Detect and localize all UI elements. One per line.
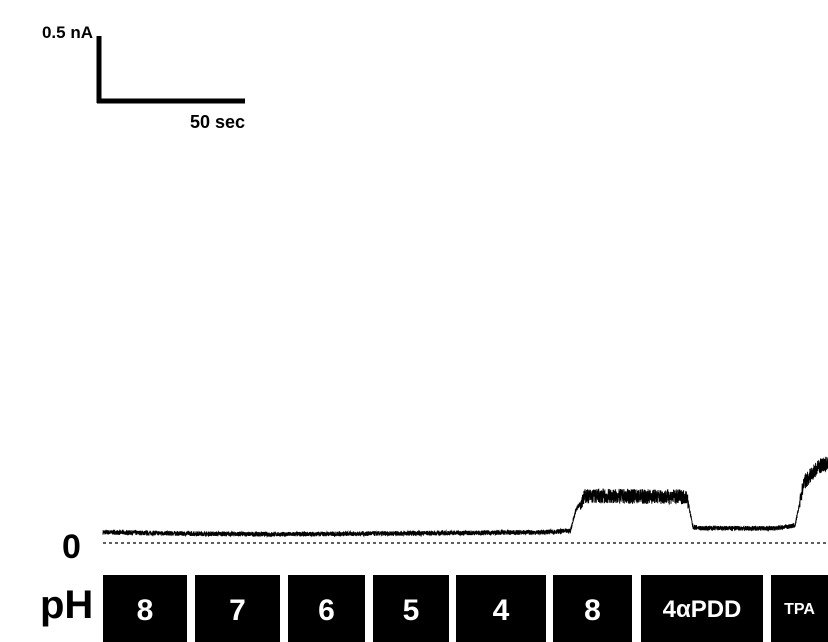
trace-layer bbox=[102, 456, 828, 538]
condition-segment: 8 bbox=[553, 575, 632, 642]
condition-segment: TPA bbox=[771, 575, 828, 642]
condition-segment: 5 bbox=[373, 575, 449, 642]
scale-bar: 0.5 nA 50 sec bbox=[42, 23, 245, 132]
condition-segment-label: 6 bbox=[318, 594, 335, 627]
condition-segment: 4 bbox=[456, 575, 546, 642]
condition-segment-label: 4 bbox=[493, 594, 510, 627]
condition-segment-box bbox=[771, 575, 828, 642]
condition-segment-box bbox=[195, 575, 280, 642]
condition-segment: 6 bbox=[288, 575, 365, 642]
condition-segment: 8 bbox=[103, 575, 187, 642]
condition-segment-box bbox=[641, 575, 763, 642]
condition-segment: 4αPDD bbox=[641, 575, 763, 642]
condition-segment-box bbox=[103, 575, 187, 642]
condition-segment-label: TPA bbox=[784, 601, 815, 618]
condition-segment-box bbox=[288, 575, 365, 642]
condition-prefix-label: pH bbox=[40, 583, 93, 627]
condition-segment-box bbox=[373, 575, 449, 642]
scale-current-label: 0.5 nA bbox=[42, 23, 93, 42]
condition-segment-label: 5 bbox=[403, 594, 420, 627]
current-trace-line bbox=[102, 456, 828, 538]
condition-segment: 7 bbox=[195, 575, 280, 642]
condition-segment-label: 8 bbox=[137, 594, 154, 627]
condition-segment-label: 8 bbox=[584, 594, 601, 627]
condition-segment-box bbox=[553, 575, 632, 642]
zero-label: 0 bbox=[62, 528, 81, 566]
condition-segments: 8 7 6 5 4 8 4αPDD TPA bbox=[103, 575, 828, 642]
condition-segment-box bbox=[456, 575, 546, 642]
scale-time-label: 50 sec bbox=[190, 112, 245, 132]
condition-segment-label: 4αPDD bbox=[663, 596, 742, 623]
condition-segment-label: 7 bbox=[229, 594, 246, 627]
